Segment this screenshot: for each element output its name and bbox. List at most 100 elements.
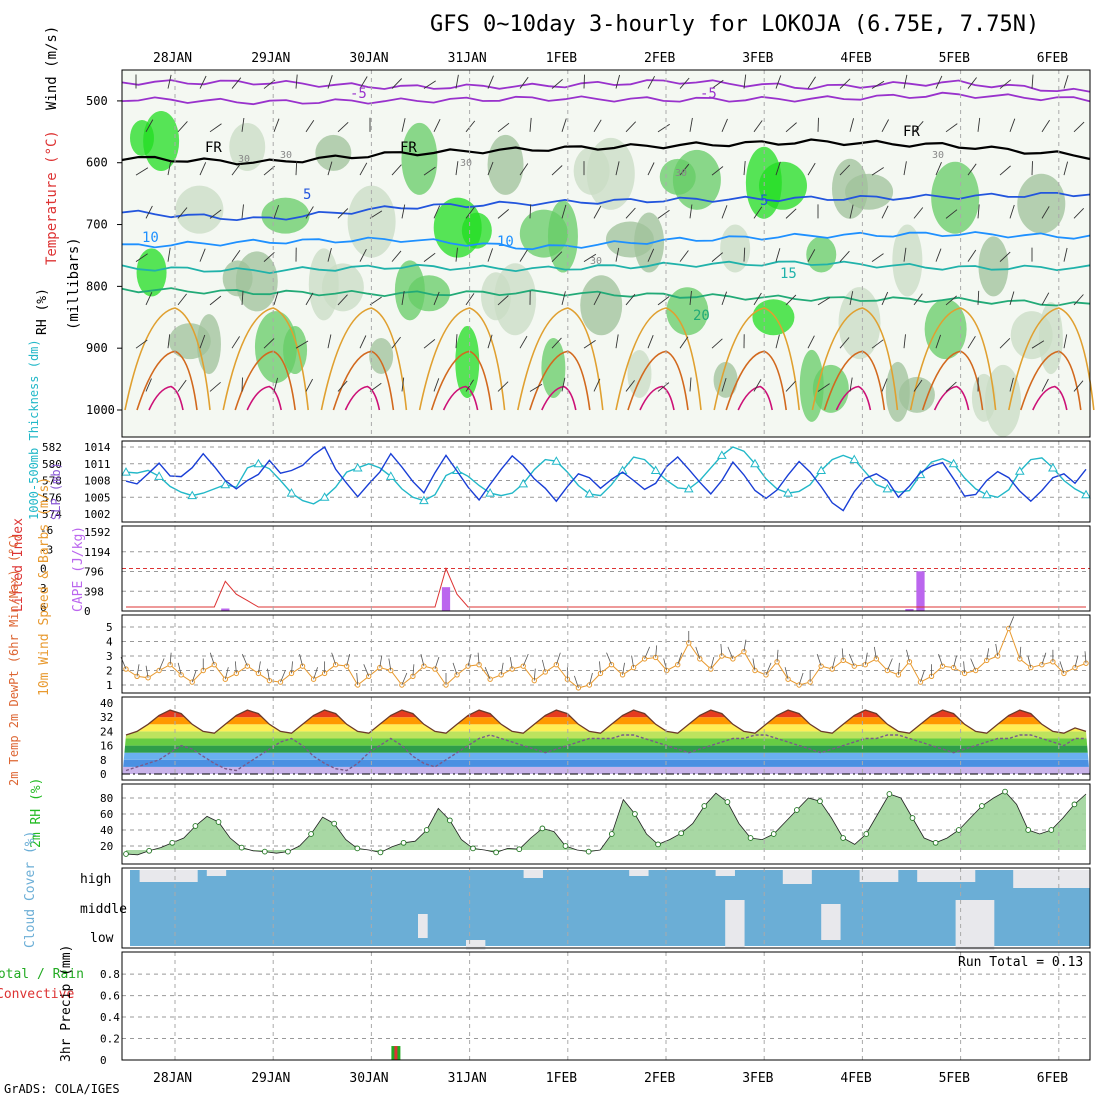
wind-barb	[231, 249, 241, 262]
wind-barb	[839, 250, 850, 262]
rh-shade	[580, 275, 623, 336]
wind-barb	[561, 291, 566, 306]
wind-barb	[487, 75, 494, 89]
isotherm-loop	[442, 385, 479, 411]
wind-barb	[655, 645, 658, 658]
cape-bar	[916, 571, 925, 611]
isotherm-label: 5	[303, 187, 311, 203]
cape-bar	[905, 609, 914, 611]
wind-barb	[615, 74, 621, 89]
ytick-label: 578	[42, 475, 62, 488]
date-label-top: 2FEB	[644, 51, 675, 66]
wind-barb	[258, 661, 261, 674]
thickness-line	[125, 446, 1087, 505]
rh2m-point	[169, 839, 176, 846]
wind-barb	[1084, 651, 1087, 664]
thickness-point	[717, 450, 727, 459]
date-label-top: 3FEB	[742, 51, 773, 66]
wind-barb	[199, 75, 207, 89]
wind-barb	[807, 162, 816, 176]
wind-barb	[720, 643, 723, 657]
ytick-label: 3	[40, 582, 47, 595]
wind-barb	[711, 338, 723, 349]
wind-barb	[679, 336, 689, 349]
wind-barb	[135, 253, 148, 263]
wind-barb	[871, 339, 884, 349]
thickness-point	[783, 488, 793, 497]
wind-barb	[849, 118, 855, 132]
wind-barb	[775, 161, 781, 176]
rh2m-point	[192, 823, 199, 829]
wind-barb	[873, 646, 877, 659]
wind-barb	[136, 664, 140, 677]
legend-convective: Convective	[0, 987, 74, 1002]
ytick-label: 576	[42, 491, 62, 504]
wind-barb	[401, 672, 408, 686]
wind-barb	[657, 123, 670, 133]
run-total-label: Run Total = 0.13	[958, 955, 1083, 970]
rh2m-point	[493, 849, 499, 856]
ytick-label: 60	[100, 808, 113, 821]
wind-barb	[1063, 161, 1069, 176]
cloud-level-label: middle	[80, 902, 127, 917]
wind-barb	[359, 76, 368, 89]
wind-barb	[574, 675, 579, 689]
wind-barb	[967, 336, 976, 349]
wind-barb	[841, 648, 844, 661]
wind-barb	[1041, 292, 1050, 306]
wind-barb	[999, 337, 1011, 349]
wind-barb	[977, 117, 981, 132]
wind-barb	[871, 253, 884, 263]
ylabel-rh: RH (%)	[35, 288, 50, 335]
ytick-label: 900	[86, 341, 108, 355]
wind-barb	[625, 207, 636, 219]
isotherm-label: -5	[700, 86, 717, 102]
wind-barb	[434, 656, 440, 670]
wind-barb	[497, 381, 509, 392]
ytick-label: 1592	[84, 526, 111, 539]
wind-barb	[710, 656, 715, 670]
date-label-top: 28JAN	[153, 51, 192, 66]
wind-barb	[657, 296, 670, 306]
rh2m-point	[678, 830, 685, 837]
rh2m-point	[840, 835, 846, 841]
rh2m-panel-frame	[121, 783, 1091, 865]
rh-contour-label: 30	[460, 158, 472, 169]
isotherm-label: 10	[142, 230, 159, 246]
rh-shade	[541, 337, 566, 398]
wind-barb	[935, 248, 942, 262]
cloud-clear-block	[917, 870, 976, 882]
chart-title: GFS 0~10day 3-hourly for LOKOJA (6.75E, …	[430, 12, 1040, 37]
wind-barb	[191, 669, 197, 683]
thickness-point	[154, 471, 164, 480]
wind-barb	[1041, 378, 1049, 392]
wind-barb	[938, 654, 943, 667]
rh2m-point	[423, 827, 430, 833]
wind-barb	[273, 291, 279, 306]
rh2m-point	[516, 846, 523, 853]
rh2m-point	[215, 819, 222, 825]
thickness-point	[419, 495, 429, 505]
thickness-point	[485, 488, 495, 497]
wind-barb	[551, 337, 562, 349]
wind-barb	[467, 654, 472, 667]
wind-barb	[1073, 121, 1085, 133]
ytick-label: 2	[106, 665, 113, 678]
ytick-label: 3	[106, 650, 113, 663]
isotherm-loop	[320, 307, 408, 411]
temp-band	[122, 745, 1090, 753]
wind-barb	[898, 662, 900, 675]
wind-barb	[935, 75, 943, 89]
rh2m-point	[747, 835, 754, 841]
wind-barb	[1031, 161, 1033, 176]
wind-barb	[337, 121, 349, 133]
rh2m-point	[1071, 801, 1078, 808]
rh-shade	[838, 287, 881, 360]
wind-barb	[487, 161, 494, 176]
wind-barb	[913, 379, 923, 392]
wind-barb	[231, 77, 242, 89]
wind-barb	[497, 295, 509, 306]
wind-barb	[625, 121, 637, 133]
rh-shade	[672, 149, 721, 210]
rh2m-point	[470, 845, 476, 852]
